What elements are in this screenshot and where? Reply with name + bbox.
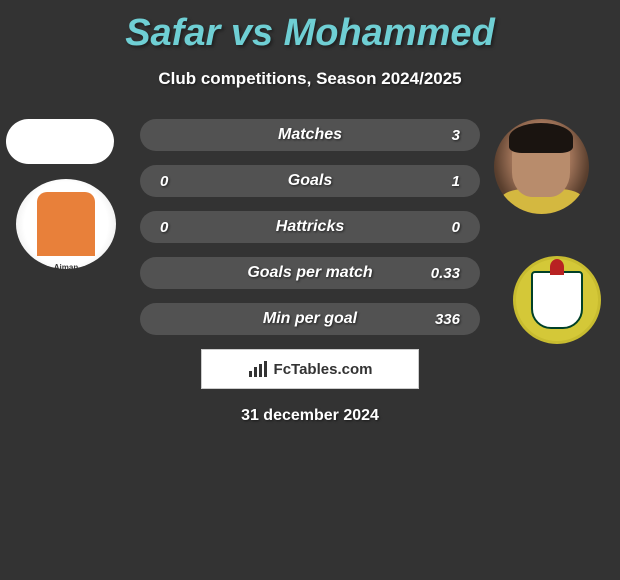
stat-value-left: 0: [160, 173, 210, 190]
chart-icon: [248, 361, 268, 377]
date-text: 31 december 2024: [0, 407, 620, 425]
stat-value-right: 1: [410, 173, 460, 190]
stat-label: Goals per match: [247, 264, 372, 282]
stat-row-goals: 0 Goals 1: [140, 165, 480, 197]
club-logo-left: Ajman: [16, 179, 116, 269]
club-logo-right-flame-icon: [550, 259, 564, 275]
stat-label: Min per goal: [263, 310, 357, 328]
stat-value-left: 0: [160, 219, 210, 236]
stat-label: Hattricks: [276, 218, 344, 236]
player-hair-icon: [509, 123, 573, 153]
brand-label: FcTables.com: [274, 361, 373, 378]
player-photo-left: [6, 119, 114, 164]
stat-value-right: 336: [410, 311, 460, 328]
club-logo-right-icon: [531, 271, 583, 329]
stat-row-matches: Matches 3: [140, 119, 480, 151]
stat-value-right: 3: [410, 127, 460, 144]
brand-box: FcTables.com: [201, 349, 419, 389]
stat-value-right: 0.33: [410, 265, 460, 282]
stat-row-goals-per-match: Goals per match 0.33: [140, 257, 480, 289]
club-logo-left-label: Ajman: [54, 263, 78, 272]
subtitle: Club competitions, Season 2024/2025: [0, 69, 620, 89]
stat-label: Goals: [288, 172, 332, 190]
club-logo-left-icon: Ajman: [37, 192, 95, 256]
page-title: Safar vs Mohammed: [0, 0, 620, 55]
stat-row-hattricks: 0 Hattricks 0: [140, 211, 480, 243]
stat-value-right: 0: [410, 219, 460, 236]
stats-table: Matches 3 0 Goals 1 0 Hattricks 0 Goals …: [140, 119, 480, 335]
player-photo-right: [494, 119, 589, 214]
stat-label: Matches: [278, 126, 342, 144]
main-area: Ajman Matches 3 0 Goals 1 0 Hattricks 0: [0, 119, 620, 425]
stat-row-min-per-goal: Min per goal 336: [140, 303, 480, 335]
club-logo-right: [513, 256, 601, 344]
